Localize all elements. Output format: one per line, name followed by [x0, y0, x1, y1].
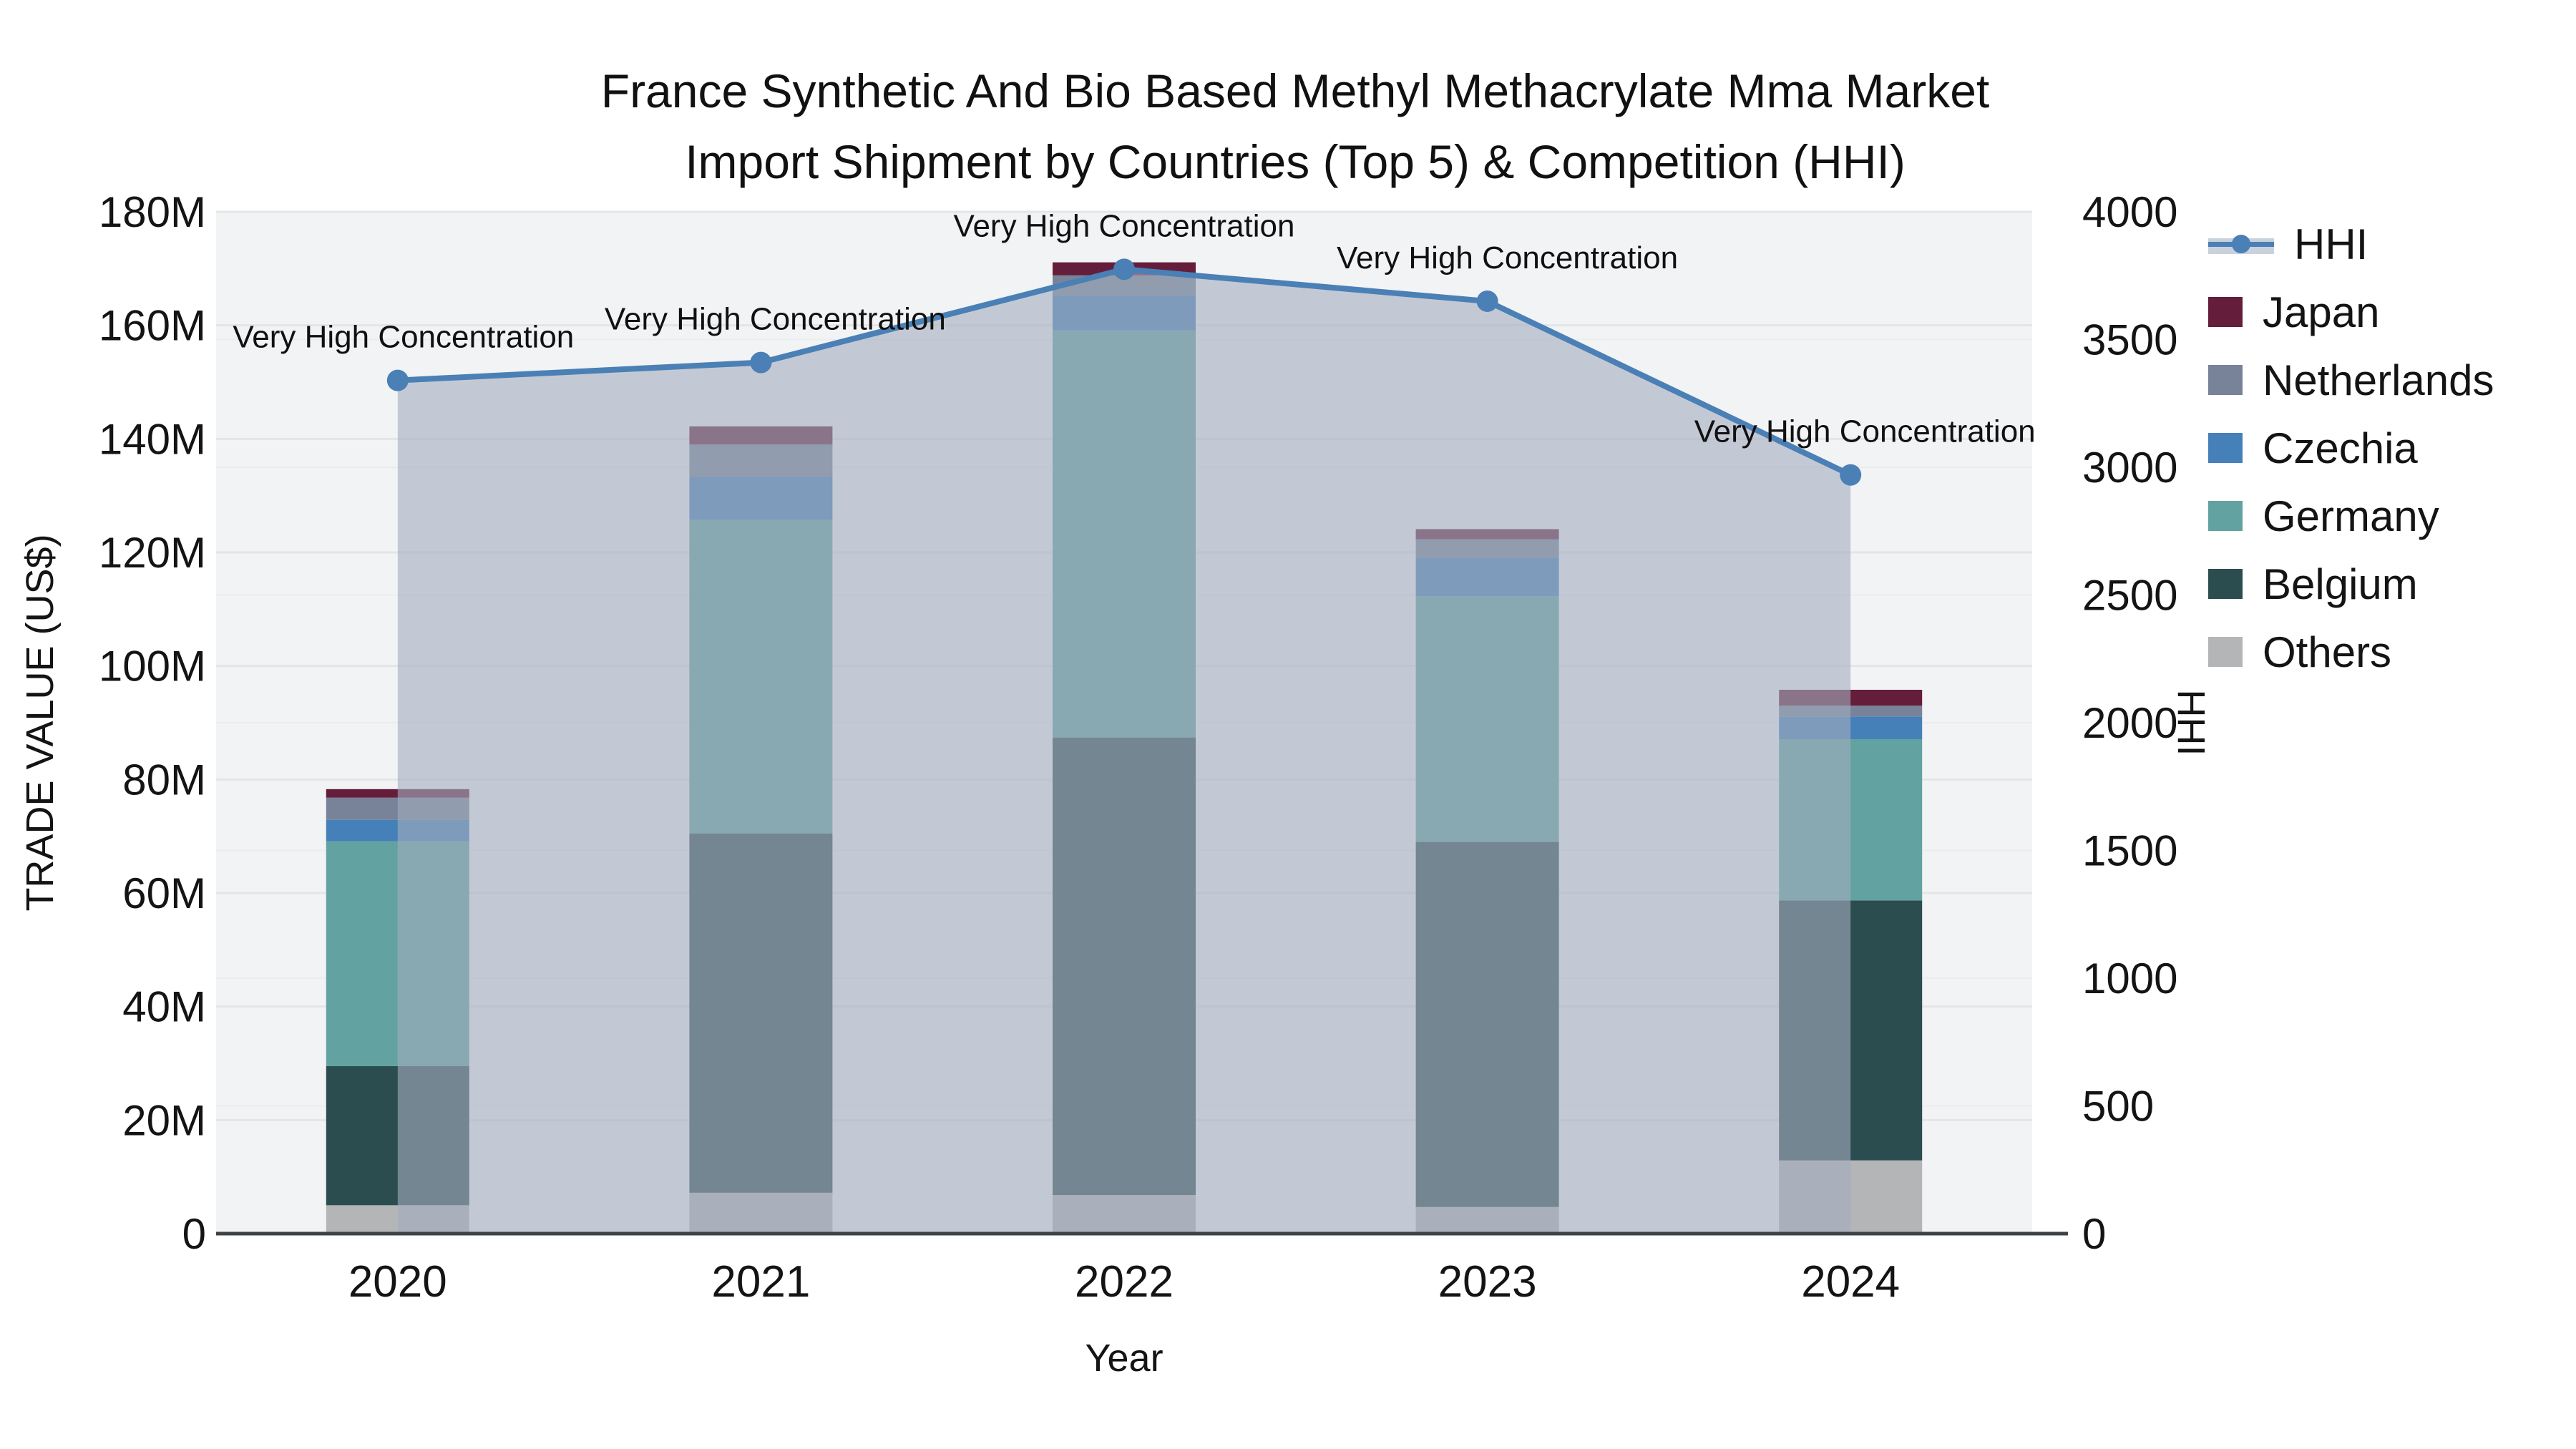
legend-swatch-germany — [2208, 501, 2243, 531]
y-right-tick-2500: 2500 — [2082, 572, 2177, 620]
y-left-tick-100M: 100M — [99, 643, 206, 691]
y-left-tick-180M: 180M — [99, 188, 206, 236]
legend-swatch-belgium — [2208, 569, 2243, 599]
legend-label-germany: Germany — [2263, 492, 2439, 540]
y-right-tick-1500: 1500 — [2082, 827, 2177, 875]
x-tick-2020: 2020 — [348, 1257, 447, 1307]
y-left-tick-140M: 140M — [99, 415, 206, 463]
legend-label-netherlands: Netherlands — [2263, 356, 2494, 404]
legend-label-belgium: Belgium — [2263, 560, 2418, 608]
y-axis-right-title: HHI — [2170, 689, 2212, 756]
annotation-2023: Very High Concentration — [1337, 240, 1678, 275]
y-left-tick-160M: 160M — [99, 302, 206, 350]
legend-item-belgium[interactable]: Belgium — [2208, 560, 2494, 608]
y-left-tick-20M: 20M — [122, 1096, 206, 1144]
y-axis-left-title: TRADE VALUE (US$) — [19, 534, 62, 912]
chart-title-line1: France Synthetic And Bio Based Methyl Me… — [600, 64, 1990, 117]
hhi-area-fill — [397, 269, 1851, 1234]
legend-label-hhi: HHI — [2294, 220, 2368, 268]
chart-title-line2: Import Shipment by Countries (Top 5) & C… — [685, 135, 1906, 188]
x-tick-2023: 2023 — [1438, 1257, 1537, 1307]
legend-swatch-japan — [2208, 297, 2243, 327]
y-right-tick-500: 500 — [2082, 1083, 2154, 1131]
x-tick-2022: 2022 — [1075, 1257, 1174, 1307]
y-left-tick-0: 0 — [182, 1210, 206, 1258]
y-right-tick-3000: 3000 — [2082, 444, 2177, 492]
chart-title: France Synthetic And Bio Based Methyl Me… — [544, 56, 2046, 197]
annotation-2021: Very High Concentration — [605, 302, 946, 337]
y-right-tick-3500: 3500 — [2082, 316, 2177, 364]
y-right-tick-2000: 2000 — [2082, 699, 2177, 747]
legend-label-japan: Japan — [2263, 288, 2380, 336]
x-tick-2021: 2021 — [711, 1257, 810, 1307]
y-right-tick-1000: 1000 — [2082, 955, 2177, 1002]
annotation-2022: Very High Concentration — [954, 208, 1295, 243]
legend-item-netherlands[interactable]: Netherlands — [2208, 356, 2494, 404]
annotation-2020: Very High Concentration — [233, 320, 574, 355]
legend-item-czechia[interactable]: Czechia — [2208, 424, 2494, 472]
y-left-tick-80M: 80M — [122, 756, 206, 804]
hhi-marker-2020[interactable] — [386, 369, 409, 391]
hhi-marker-2021[interactable] — [750, 351, 772, 374]
legend-swatch-czechia — [2208, 433, 2243, 463]
legend-item-germany[interactable]: Germany — [2208, 492, 2494, 540]
legend-item-hhi[interactable]: HHI — [2208, 220, 2494, 268]
legend-swatch-others — [2208, 637, 2243, 667]
hhi-marker-2024[interactable] — [1840, 464, 1862, 486]
legend-swatch-netherlands — [2208, 365, 2243, 395]
legend: HHI Japan Netherlands Czechia Germany Belgium… — [2208, 220, 2494, 698]
legend-item-japan[interactable]: Japan — [2208, 288, 2494, 336]
annotation-2024: Very High Concentration — [1694, 414, 2036, 449]
y-right-tick-0: 0 — [2082, 1210, 2106, 1258]
legend-label-others: Others — [2263, 628, 2392, 676]
legend-label-czechia: Czechia — [2263, 424, 2418, 472]
x-tick-2024: 2024 — [1801, 1257, 1900, 1307]
hhi-marker-2023[interactable] — [1476, 290, 1498, 312]
legend-item-others[interactable]: Others — [2208, 628, 2494, 676]
y-left-tick-60M: 60M — [122, 869, 206, 917]
hhi-marker-2022[interactable] — [1113, 258, 1135, 280]
legend-hhi-line-icon — [2208, 229, 2274, 259]
y-left-tick-120M: 120M — [99, 529, 206, 577]
x-axis-title: Year — [1085, 1337, 1163, 1380]
y-right-tick-4000: 4000 — [2082, 188, 2177, 236]
y-left-tick-40M: 40M — [122, 983, 206, 1031]
